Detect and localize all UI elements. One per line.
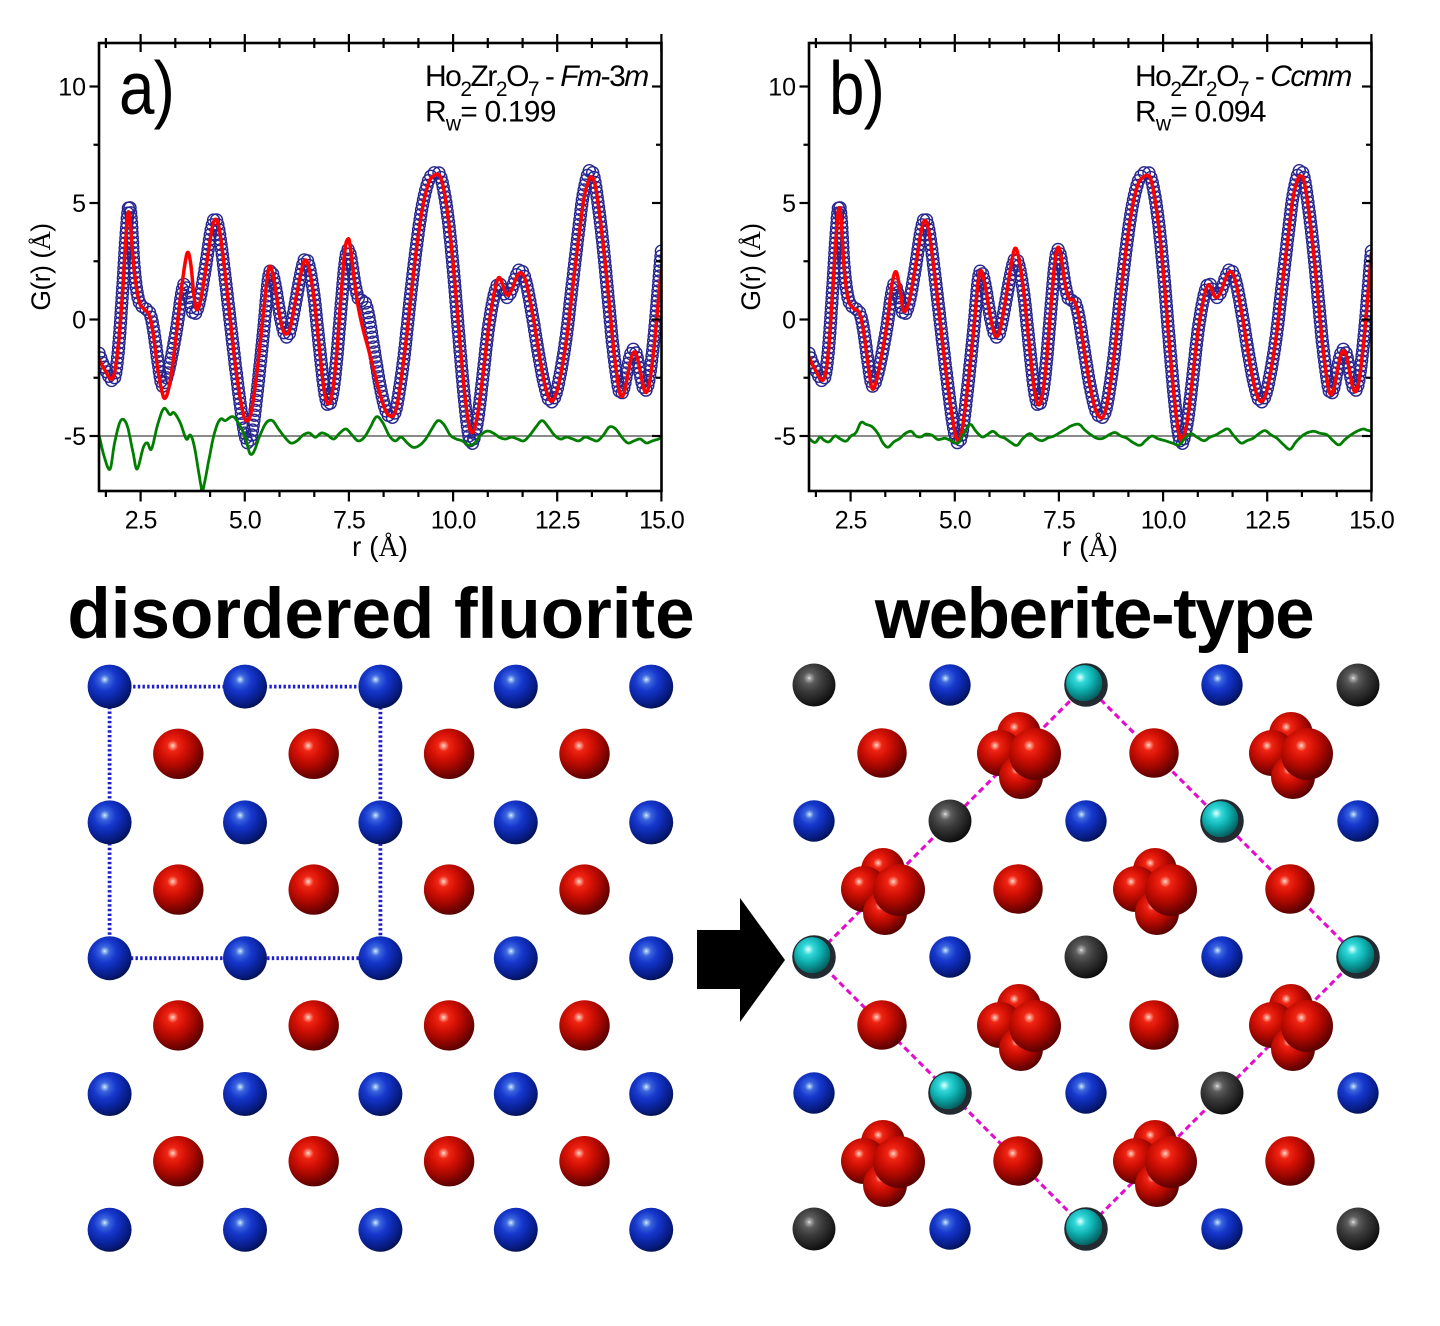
svg-text:10.0: 10.0 xyxy=(1141,507,1186,535)
svg-text:12.5: 12.5 xyxy=(535,507,580,535)
svg-text:-5: -5 xyxy=(774,423,796,451)
svg-text:5: 5 xyxy=(72,190,86,218)
svg-text:12.5: 12.5 xyxy=(1245,507,1290,535)
svg-text:weberite-type: weberite-type xyxy=(874,575,1313,654)
svg-text:15.0: 15.0 xyxy=(1349,507,1394,535)
svg-text:G(r) (Å): G(r) (Å) xyxy=(736,223,766,310)
svg-text:5: 5 xyxy=(782,190,796,218)
svg-text:0: 0 xyxy=(72,307,86,335)
svg-text:10: 10 xyxy=(768,74,796,102)
svg-text:15.0: 15.0 xyxy=(639,507,684,535)
svg-text:a): a) xyxy=(119,46,174,130)
svg-text:10: 10 xyxy=(58,74,86,102)
svg-text:b): b) xyxy=(829,46,884,130)
svg-text:0: 0 xyxy=(782,307,796,335)
svg-text:10.0: 10.0 xyxy=(431,507,476,535)
svg-text:7.5: 7.5 xyxy=(333,507,365,535)
svg-text:2.5: 2.5 xyxy=(835,507,867,535)
svg-text:5.0: 5.0 xyxy=(229,507,261,535)
svg-text:disordered fluorite: disordered fluorite xyxy=(67,575,694,654)
svg-text:r (Å): r (Å) xyxy=(1062,531,1118,563)
svg-text:5.0: 5.0 xyxy=(939,507,971,535)
svg-text:G(r) (Å): G(r) (Å) xyxy=(26,223,56,310)
svg-text:r (Å): r (Å) xyxy=(352,531,408,563)
svg-text:2.5: 2.5 xyxy=(125,507,157,535)
svg-text:7.5: 7.5 xyxy=(1043,507,1075,535)
svg-text:-5: -5 xyxy=(64,423,86,451)
